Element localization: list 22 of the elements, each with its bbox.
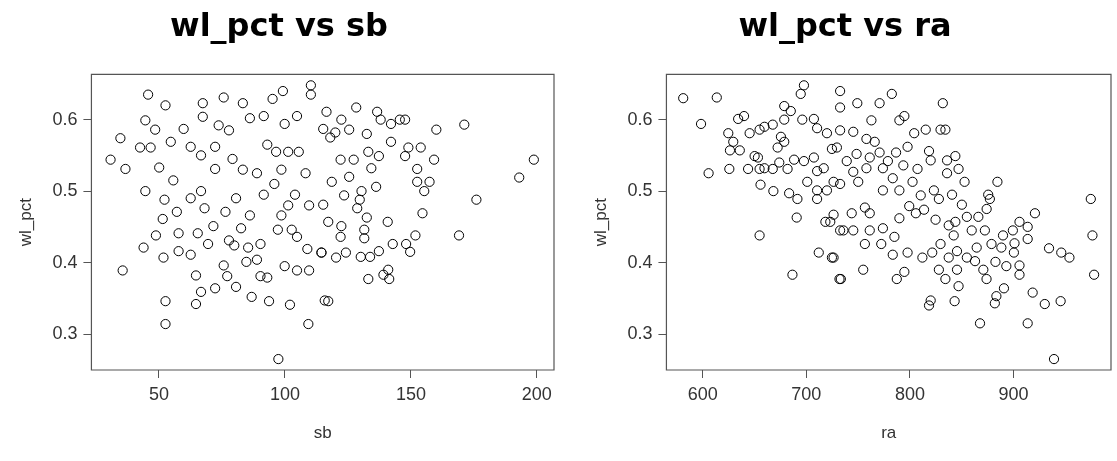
- x-tick-label: 700: [791, 383, 822, 404]
- y-tick-label: 0.3: [627, 323, 653, 344]
- x-tick-label: 900: [998, 383, 1029, 404]
- y-tick-label: 0.6: [52, 108, 78, 129]
- chart-title: wl_pct vs ra: [738, 5, 952, 44]
- chart-title: wl_pct vs sb: [170, 5, 388, 44]
- x-tick-label: 600: [687, 383, 718, 404]
- x-axis-title: ra: [881, 423, 897, 443]
- y-tick-label: 0.5: [627, 180, 653, 201]
- x-axis-title: sb: [313, 423, 332, 443]
- y-axis-title: wl_pct: [15, 197, 35, 248]
- x-tick-label: 800: [894, 383, 925, 404]
- y-tick-label: 0.4: [52, 251, 78, 272]
- y-tick-label: 0.5: [52, 180, 78, 201]
- y-axis-title: wl_pct: [590, 197, 610, 248]
- y-tick-label: 0.4: [627, 251, 653, 272]
- y-tick-label: 0.6: [627, 108, 653, 129]
- x-tick-label: 200: [521, 383, 552, 404]
- x-tick-label: 50: [148, 383, 169, 404]
- x-tick-label: 100: [269, 383, 300, 404]
- x-tick-label: 150: [395, 383, 426, 404]
- y-tick-label: 0.3: [52, 323, 78, 344]
